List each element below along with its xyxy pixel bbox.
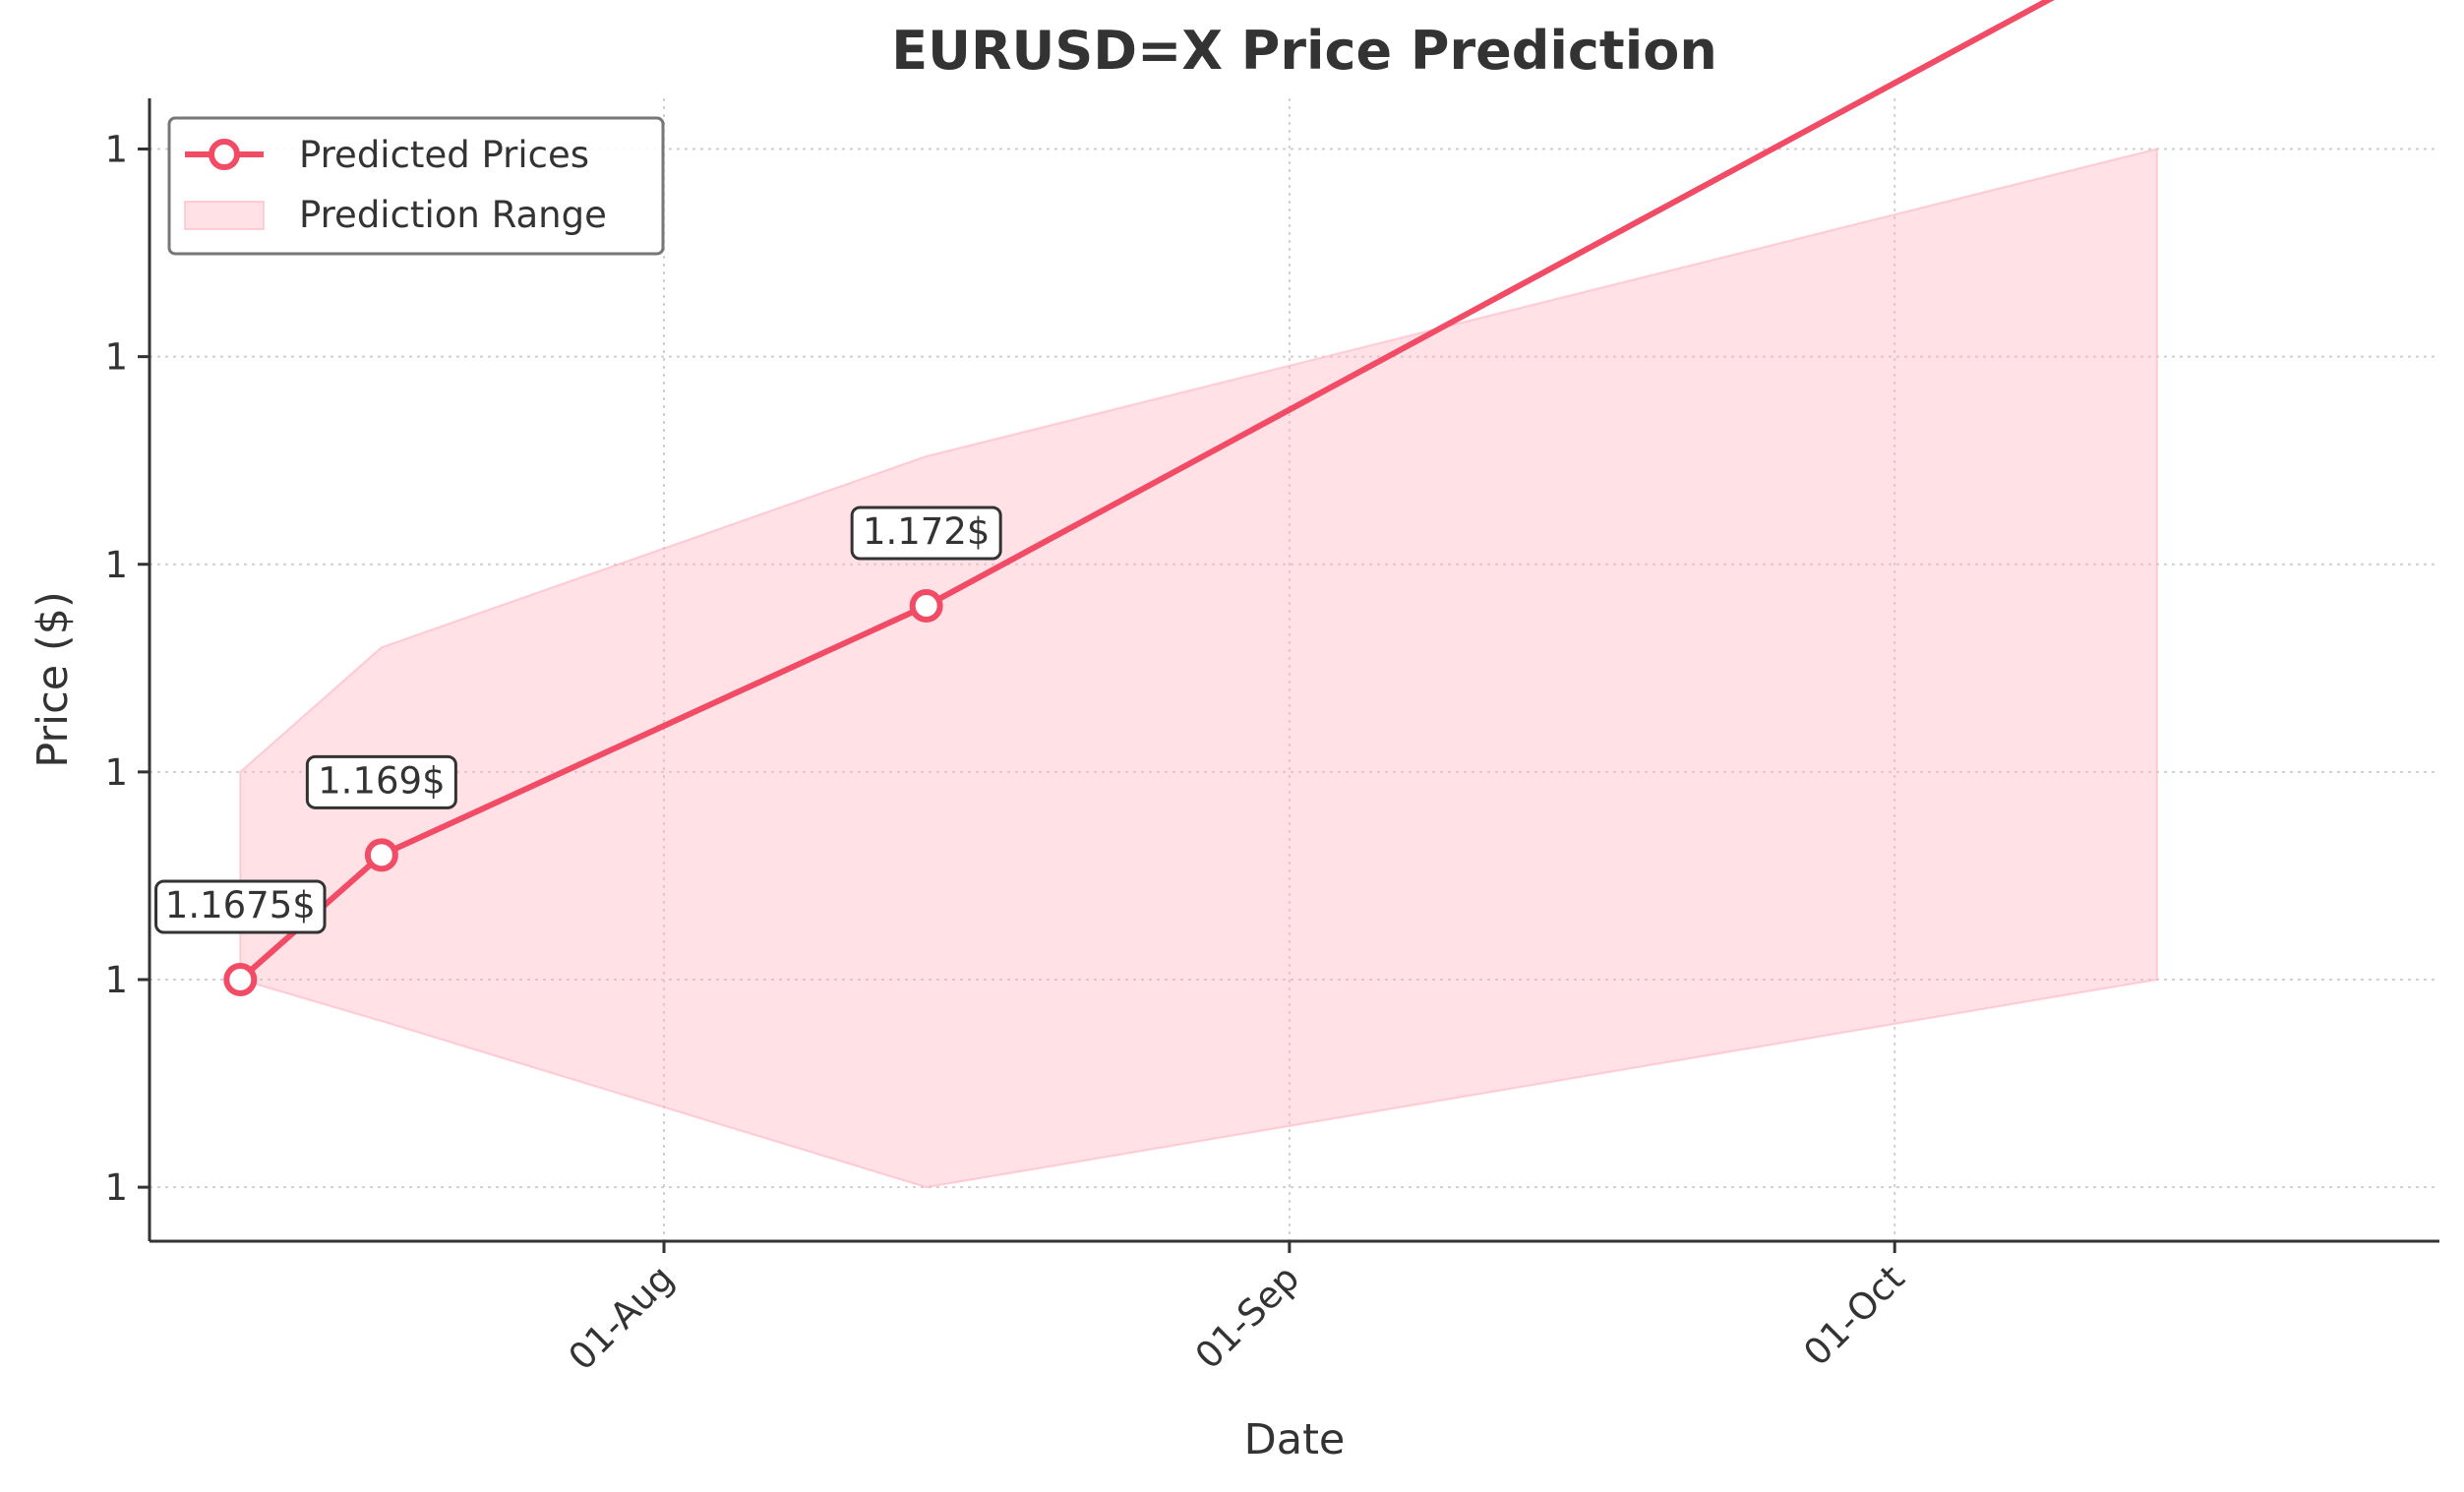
legend-label-range: Prediction Range <box>299 194 607 236</box>
data-point <box>913 592 940 620</box>
prediction-range-band <box>240 149 2157 1188</box>
x-axis-label: Date <box>1244 1415 1346 1464</box>
y-tick-label: 1 <box>104 544 128 586</box>
y-axis-label: Price ($) <box>29 591 78 767</box>
data-label: 1.1675$ <box>165 884 316 926</box>
x-tick-label: 01-Aug <box>561 1257 683 1379</box>
data-point <box>368 841 395 868</box>
data-label: 1.172$ <box>863 510 990 553</box>
data-point <box>226 966 254 993</box>
x-tick-label: 01-Sep <box>1187 1257 1307 1377</box>
legend-marker-swatch <box>211 142 237 167</box>
y-tick-label: 1 <box>104 1166 128 1209</box>
data-label: 1.169$ <box>318 759 445 802</box>
chart-title: EURUSD=X Price Prediction <box>891 20 1717 82</box>
y-tick-label: 1 <box>104 959 128 1001</box>
legend-label-predicted: Predicted Prices <box>299 134 589 176</box>
legend-band-swatch <box>185 202 264 229</box>
x-tick-label: 01-Oct <box>1795 1257 1912 1374</box>
y-tick-label: 1 <box>104 129 128 171</box>
y-tick-label: 1 <box>104 751 128 794</box>
y-tick-label: 1 <box>104 336 128 379</box>
